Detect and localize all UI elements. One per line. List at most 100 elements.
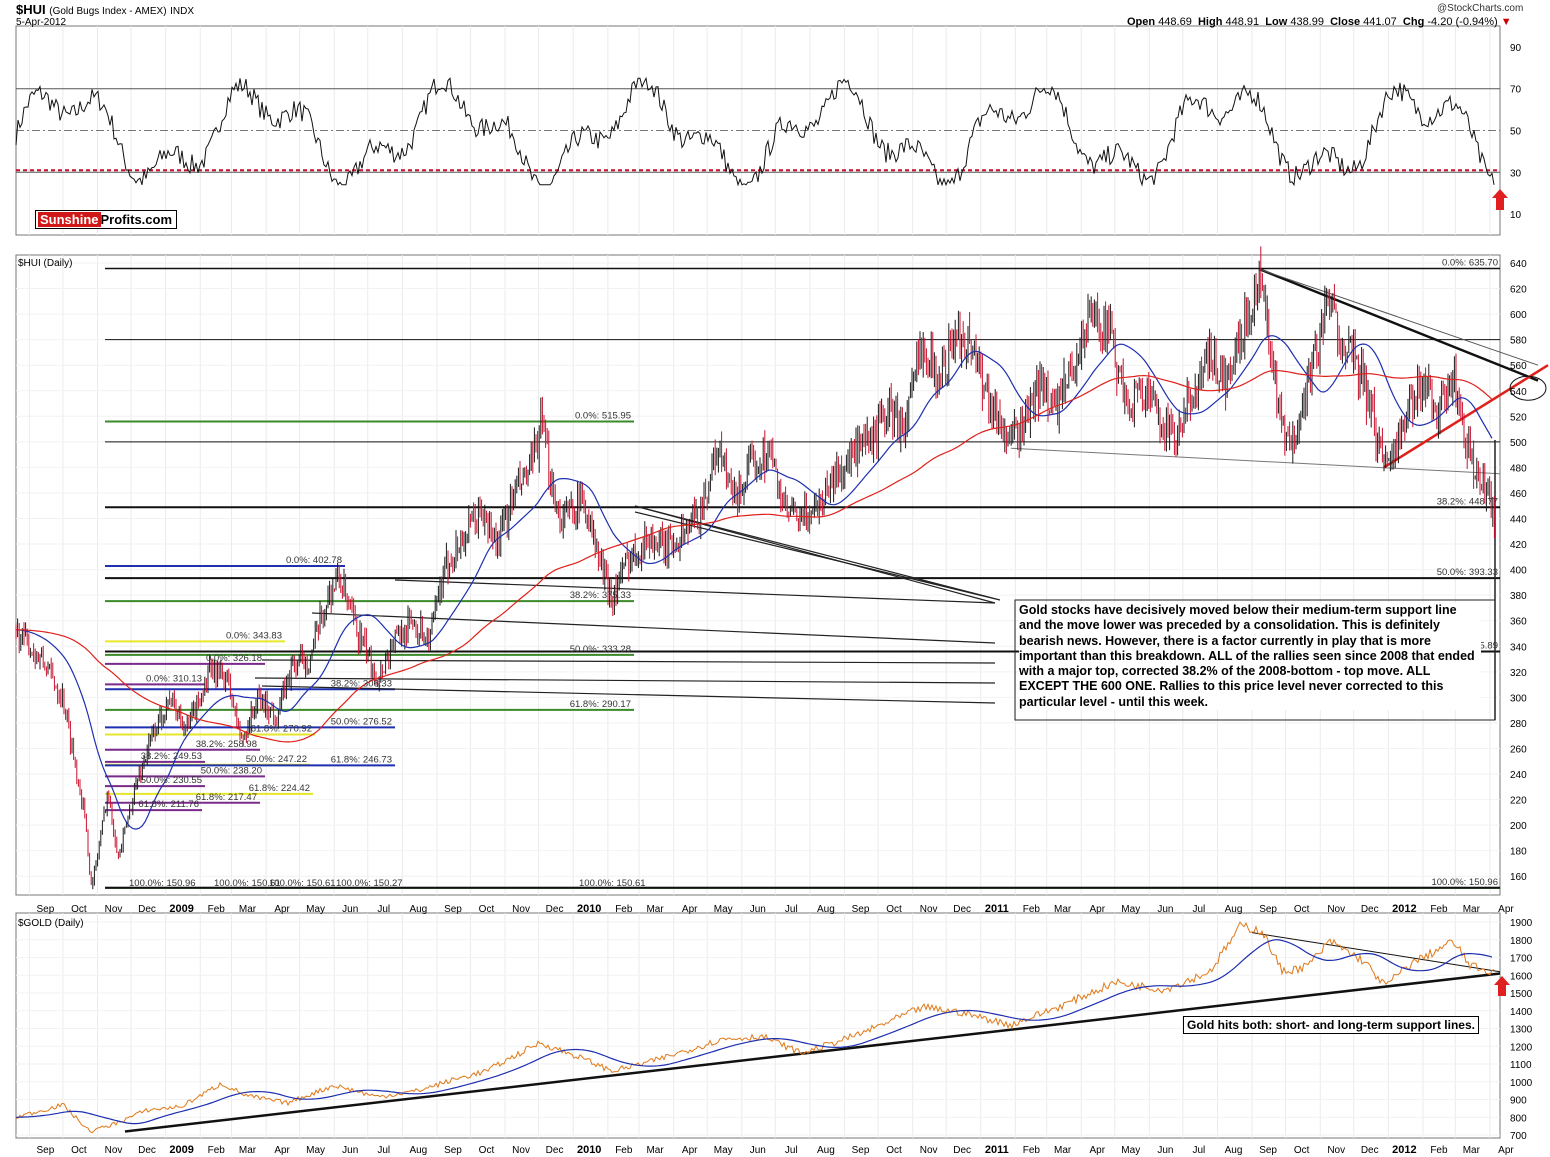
x-tick-label: Oct xyxy=(886,1145,902,1156)
gold-y-tick: 1400 xyxy=(1510,1007,1533,1018)
hui-y-tick: 500 xyxy=(1510,438,1527,449)
hui-y-tick: 620 xyxy=(1510,285,1527,296)
x-tick-label: Nov xyxy=(1327,1145,1345,1156)
x-tick-label: Oct xyxy=(71,1145,87,1156)
fib-label: 0.0%: 402.78 xyxy=(286,555,342,566)
fib-label: 100.0%: 150.61 xyxy=(269,878,336,889)
x-tick-label: Sep xyxy=(1259,904,1277,915)
symbol-title: $HUI (Gold Bugs Index - AMEX) INDX xyxy=(16,2,195,17)
x-tick-label: Mar xyxy=(646,1145,664,1156)
x-tick-label: Nov xyxy=(512,904,530,915)
gold-annotation: Gold hits both: short- and long-term sup… xyxy=(1183,1016,1479,1034)
x-tick-label: 2009 xyxy=(169,903,193,915)
pointer-line xyxy=(394,579,996,604)
hui-y-tick: 340 xyxy=(1510,642,1527,653)
gold-y-tick: 1800 xyxy=(1510,936,1533,947)
x-tick-label: May xyxy=(1121,1145,1140,1156)
x-tick-label: Feb xyxy=(1023,1145,1041,1156)
x-tick-label: 2010 xyxy=(577,1144,601,1156)
ma200-line xyxy=(15,370,1493,743)
x-tick-label: Jul xyxy=(785,1145,798,1156)
gold-y-tick: 900 xyxy=(1510,1096,1527,1107)
x-tick-label: 2012 xyxy=(1392,1144,1416,1156)
x-tick-label: Nov xyxy=(920,1145,938,1156)
gold-y-tick: 1900 xyxy=(1510,918,1533,929)
hui-y-tick: 320 xyxy=(1510,668,1527,679)
x-tick-label: Sep xyxy=(37,904,55,915)
x-tick-label: 2010 xyxy=(577,903,601,915)
x-tick-label: Oct xyxy=(479,904,495,915)
hui-y-tick: 280 xyxy=(1510,719,1527,730)
fib-label: 38.2%: 249.53 xyxy=(141,751,202,762)
fib-label: 61.8%: 224.42 xyxy=(249,783,310,794)
fib-label: 50.0%: 247.22 xyxy=(246,754,307,765)
hui-y-tick: 640 xyxy=(1510,259,1527,270)
x-tick-label: Mar xyxy=(239,904,257,915)
x-tick-label: 2009 xyxy=(169,1144,193,1156)
hui-annotation: Gold stocks have decisively moved below … xyxy=(1019,603,1481,711)
x-tick-label: May xyxy=(306,1145,325,1156)
x-tick-label: Mar xyxy=(646,904,664,915)
x-tick-label: Apr xyxy=(274,904,290,915)
fib-label: 38.2%: 448.77 xyxy=(1437,496,1498,507)
fib-label: 100.0%: 150.96 xyxy=(1431,877,1498,888)
gold-y-tick: 1000 xyxy=(1510,1078,1533,1089)
x-tick-label: Nov xyxy=(512,1145,530,1156)
x-tick-label: Mar xyxy=(239,1145,257,1156)
x-tick-label: Jun xyxy=(750,1145,766,1156)
gold-y-tick: 1200 xyxy=(1510,1042,1533,1053)
x-tick-label: Dec xyxy=(138,1145,156,1156)
resistance-line xyxy=(1259,268,1539,382)
fib-label: 100.0%: 150.61 xyxy=(579,878,646,889)
pointer-line xyxy=(634,505,996,604)
x-tick-label: Sep xyxy=(1259,1145,1277,1156)
hui-y-tick: 240 xyxy=(1510,770,1527,781)
hui-y-tick: 520 xyxy=(1510,412,1527,423)
x-tick-label: Feb xyxy=(208,904,226,915)
hui-y-tick: 560 xyxy=(1510,361,1527,372)
x-tick-label: May xyxy=(714,1145,733,1156)
pointer-line xyxy=(254,677,996,684)
hui-y-tick: 420 xyxy=(1510,540,1527,551)
x-tick-label: 2011 xyxy=(985,1144,1009,1156)
fib-label: 50.0%: 333.28 xyxy=(570,644,631,655)
x-tick-label: 2011 xyxy=(985,903,1009,915)
ohlc-readout: Open 448.69 High 448.91 Low 438.99 Close… xyxy=(1127,16,1512,28)
x-tick-label: Jun xyxy=(342,904,358,915)
pointer-line xyxy=(261,659,996,664)
gold-arrow-icon xyxy=(1494,976,1510,996)
rsi-line xyxy=(15,76,1495,187)
hui-y-tick: 360 xyxy=(1510,617,1527,628)
x-tick-label: Oct xyxy=(1294,904,1310,915)
fib-label: 50.0%: 393.33 xyxy=(1437,567,1498,578)
x-tick-label: Jul xyxy=(1192,904,1205,915)
hui-y-tick: 200 xyxy=(1510,821,1527,832)
x-tick-label: Feb xyxy=(208,1145,226,1156)
gold-y-tick: 1100 xyxy=(1510,1060,1532,1071)
hui-y-tick: 300 xyxy=(1510,693,1527,704)
hui-y-tick: 380 xyxy=(1510,591,1527,602)
x-tick-label: Feb xyxy=(1023,904,1041,915)
x-tick-label: 2012 xyxy=(1392,903,1416,915)
fib-label: 61.8%: 217.47 xyxy=(196,792,257,803)
x-tick-label: Dec xyxy=(138,904,156,915)
gold-y-tick: 1500 xyxy=(1510,989,1533,1000)
x-tick-label: May xyxy=(1121,904,1140,915)
x-tick-label: Feb xyxy=(615,904,633,915)
x-tick-label: Aug xyxy=(817,904,835,915)
intersection-circle-icon xyxy=(1509,375,1547,401)
fib-label: 0.0%: 343.83 xyxy=(226,630,282,641)
x-tick-label: May xyxy=(306,904,325,915)
x-tick-label: Jun xyxy=(342,1145,358,1156)
x-tick-label: Feb xyxy=(1430,904,1448,915)
x-tick-label: Nov xyxy=(105,1145,123,1156)
rsi-y-tick: 30 xyxy=(1510,168,1522,179)
hui-y-tick: 400 xyxy=(1510,566,1527,577)
fib-label: 61.8%: 246.73 xyxy=(331,754,392,765)
x-tick-label: Nov xyxy=(105,904,123,915)
x-tick-label: Apr xyxy=(1498,904,1514,915)
x-tick-label: Dec xyxy=(953,904,971,915)
x-tick-label: Oct xyxy=(1294,1145,1310,1156)
hui-panel xyxy=(15,254,1501,896)
